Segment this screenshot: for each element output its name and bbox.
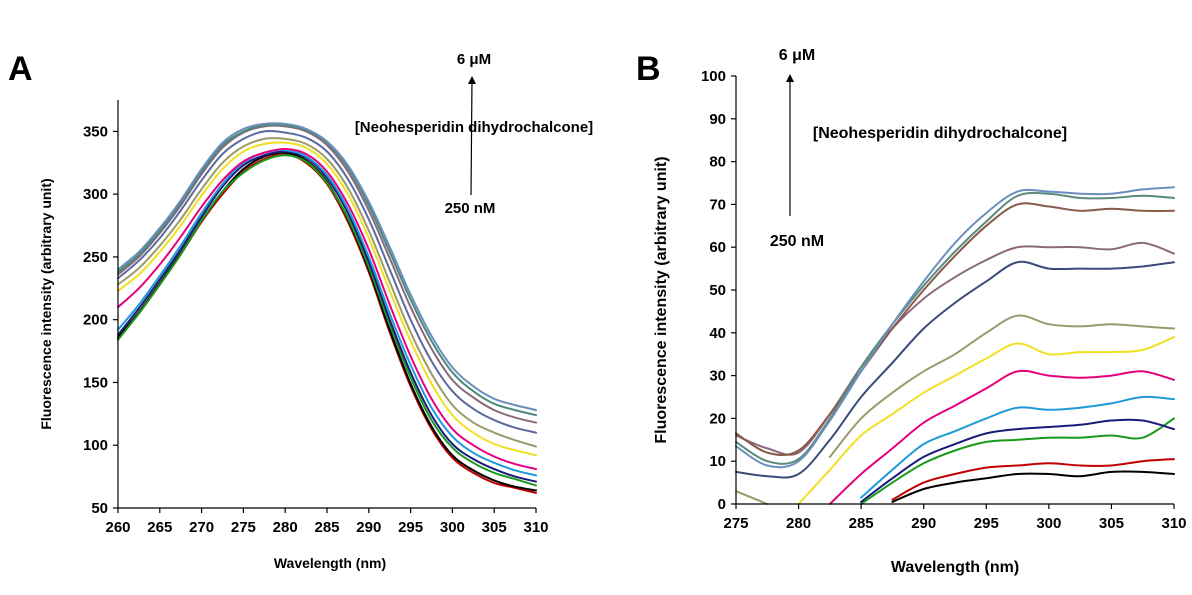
x-tick-label: 270 — [189, 519, 214, 536]
x-tick-label: 285 — [314, 519, 339, 536]
series-line-5 — [860, 395, 1175, 499]
panel-b-ticks: 275 280 285 290 295 300 305 310 0 10 20 30 40 50 60 70 8… — [701, 68, 1187, 532]
x-tick-label: 305 — [1099, 515, 1124, 532]
series-line-3 — [860, 417, 1175, 505]
x-tick-label: 310 — [1161, 515, 1186, 532]
y-tick-label: 10 — [709, 453, 726, 470]
x-tick-label: 290 — [356, 519, 381, 536]
panel-a-low-conc: 250 nM — [445, 200, 496, 217]
x-tick-label: 265 — [147, 519, 172, 536]
panel-b-x-title: Wavelength (nm) — [891, 559, 1019, 576]
panel-b-low-conc: 250 nM — [770, 233, 824, 250]
panel-b-compound: [Neohesperidin dihydrochalcone] — [813, 125, 1067, 142]
x-tick-label: 295 — [974, 515, 999, 532]
x-tick-label: 305 — [482, 519, 507, 536]
panel-b: B 275 280 285 290 295 300 305 310 0 10 20 30 40 50 60 7… — [636, 47, 1187, 576]
x-tick-label: 275 — [723, 515, 748, 532]
series-line-7 — [797, 336, 1175, 505]
series-line-3 — [117, 154, 537, 487]
y-tick-label: 50 — [91, 500, 108, 517]
series-line-12 — [735, 191, 1175, 465]
y-tick-label: 40 — [709, 325, 726, 342]
series-line-12 — [117, 122, 537, 412]
y-tick-label: 150 — [83, 374, 108, 391]
x-tick-label: 310 — [523, 519, 548, 536]
panel-a-x-title: Wavelength (nm) — [274, 555, 386, 571]
panel-a-compound: [Neohesperidin dihydrochalcone] — [355, 119, 593, 136]
series-line-9 — [117, 129, 537, 434]
y-tick-label: 200 — [83, 312, 108, 329]
series-line-4 — [860, 418, 1175, 503]
series-line-11 — [117, 123, 537, 417]
series-line-6 — [828, 369, 1175, 505]
x-tick-label: 285 — [849, 515, 874, 532]
x-tick-label: 300 — [1036, 515, 1061, 532]
series-line-9 — [735, 260, 1175, 479]
y-tick-label: 0 — [718, 496, 726, 513]
x-tick-label: 295 — [398, 519, 423, 536]
series-line-8 — [735, 314, 1175, 505]
x-tick-label: 260 — [105, 519, 130, 536]
panel-b-high-conc: 6 μM — [779, 47, 815, 64]
series-line-5 — [117, 149, 537, 477]
panel-a-arrow — [467, 76, 476, 196]
y-tick-label: 20 — [709, 410, 726, 427]
y-tick-label: 90 — [709, 111, 726, 128]
panel-a-y-title: Fluorescence intensity (arbitrary unit) — [38, 178, 54, 429]
x-tick-label: 275 — [231, 519, 256, 536]
x-tick-label: 280 — [273, 519, 298, 536]
panel-b-series — [735, 186, 1175, 505]
series-line-7 — [117, 141, 537, 457]
series-line-6 — [117, 147, 537, 471]
series-line-2 — [891, 458, 1175, 501]
panel-a: A 260 265 270 275 280 285 290 295 300 305 310 50 100… — [8, 50, 593, 571]
series-line-10 — [117, 124, 537, 424]
y-tick-label: 50 — [709, 282, 726, 299]
y-tick-label: 300 — [83, 186, 108, 203]
y-tick-label: 70 — [709, 196, 726, 213]
y-tick-label: 60 — [709, 239, 726, 256]
panel-b-y-title: Fluorescence intensity (arbitrary unit) — [653, 156, 670, 443]
panel-a-high-conc: 6 μM — [457, 51, 491, 68]
series-line-11 — [735, 202, 1175, 457]
x-tick-label: 290 — [911, 515, 936, 532]
y-tick-label: 100 — [83, 437, 108, 454]
panel-b-letter: B — [636, 50, 661, 88]
y-tick-label: 100 — [701, 68, 726, 85]
series-line-8 — [117, 137, 537, 448]
series-line-10 — [735, 241, 1175, 456]
y-tick-label: 30 — [709, 368, 726, 385]
series-line-4 — [117, 150, 537, 483]
series-line-1 — [891, 470, 1175, 503]
y-tick-label: 250 — [83, 249, 108, 266]
x-tick-label: 300 — [440, 519, 465, 536]
panel-a-series — [117, 122, 537, 494]
y-tick-label: 350 — [83, 123, 108, 140]
panel-a-letter: A — [8, 50, 33, 88]
panel-a-ticks: 260 265 270 275 280 285 290 295 300 305 310 50 100 15… — [83, 123, 549, 536]
series-line-13 — [735, 186, 1175, 469]
y-tick-label: 80 — [709, 154, 726, 171]
x-tick-label: 280 — [786, 515, 811, 532]
